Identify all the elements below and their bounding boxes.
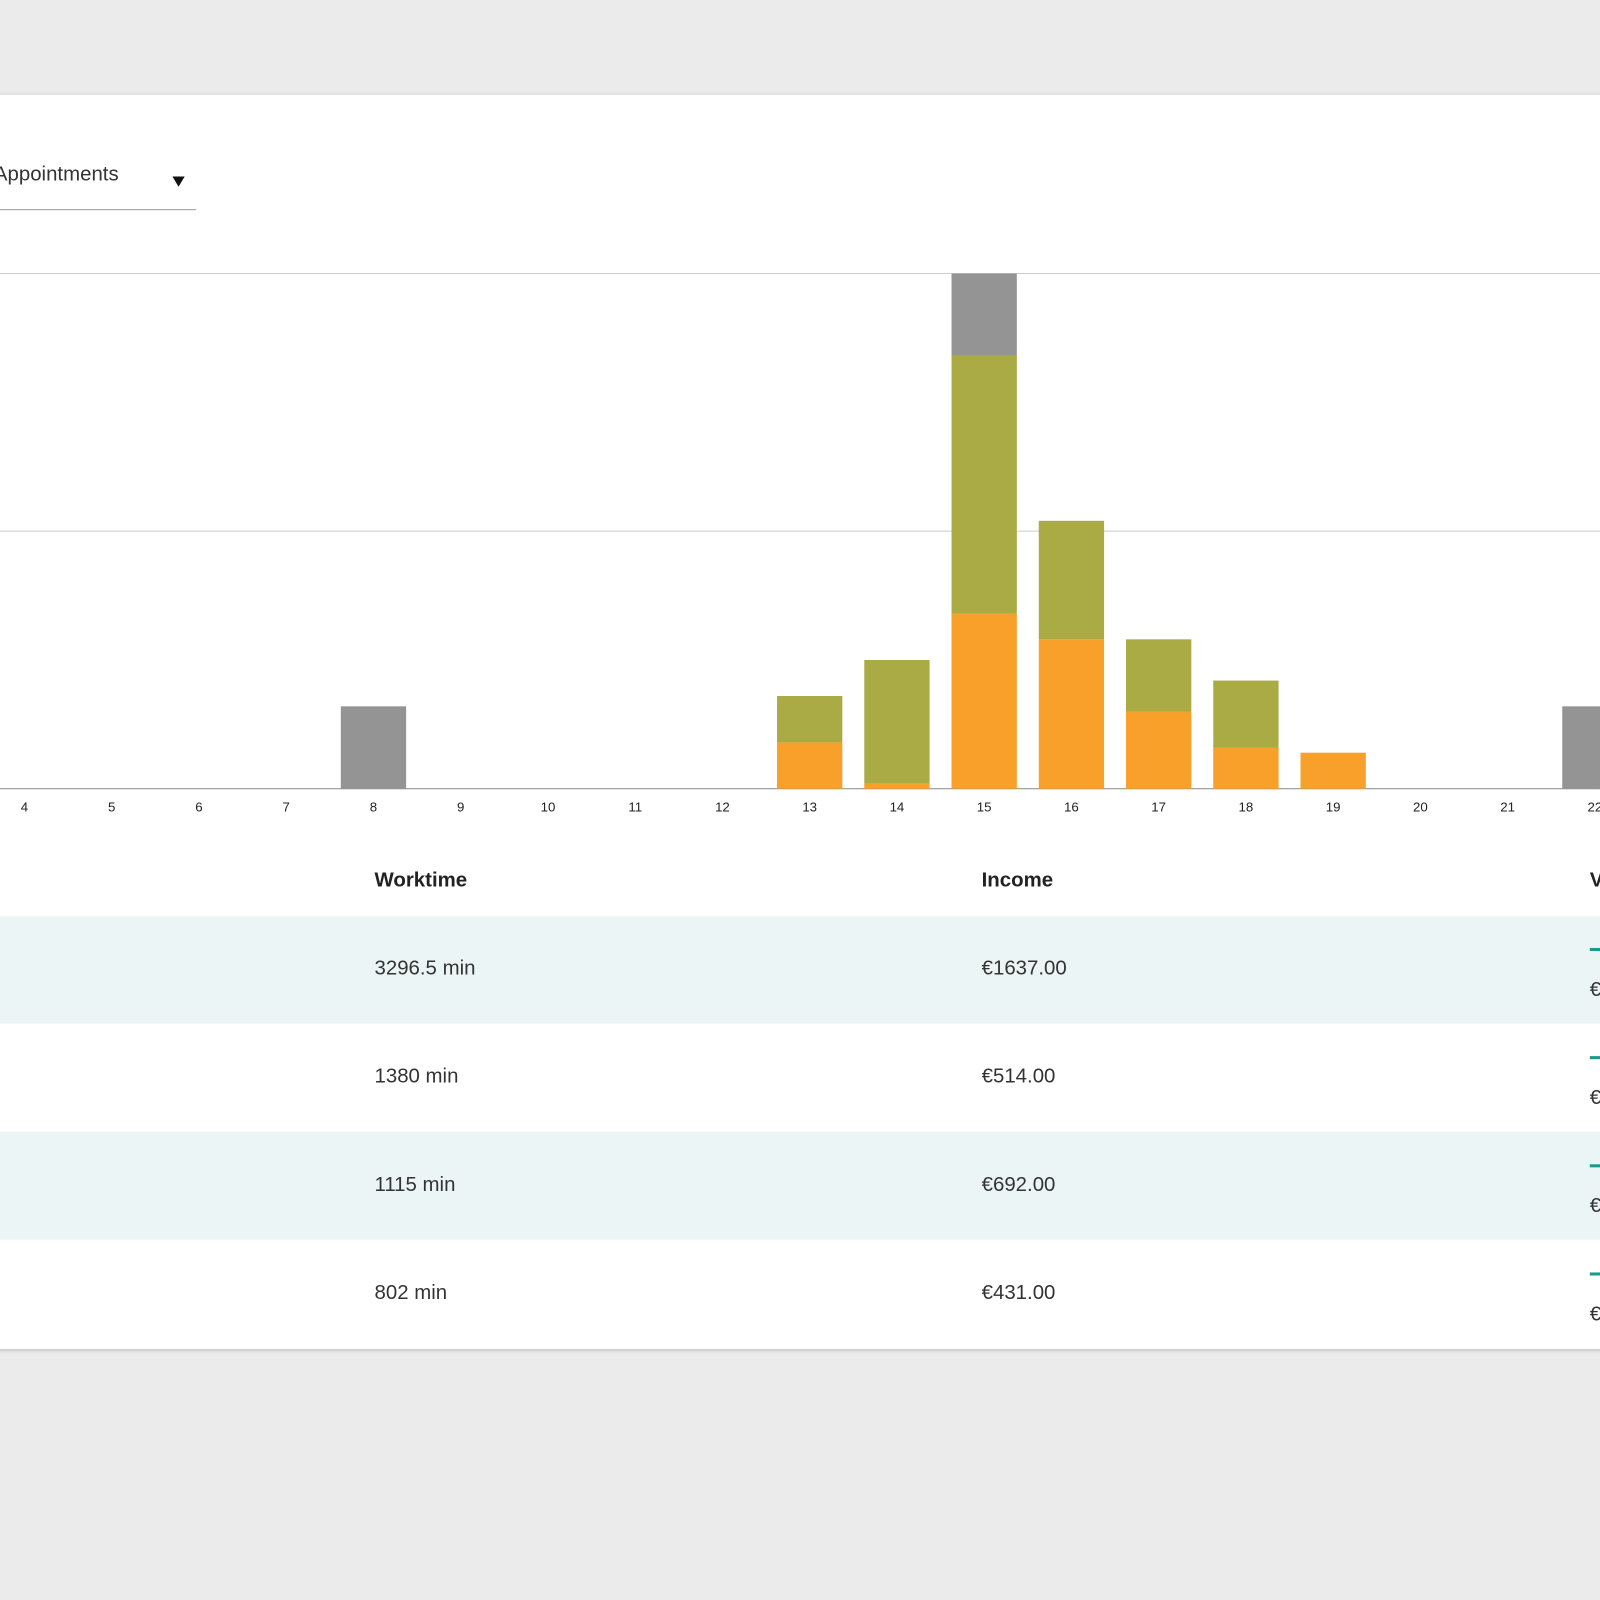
bar-segment: [1038, 520, 1105, 640]
x-tick-label: 15: [977, 800, 992, 815]
table-row: 3296.5 min €1637.00 €: [0, 916, 1600, 1025]
x-tick-label: 14: [890, 800, 905, 815]
dropdown-underline: [0, 209, 196, 211]
bar-segment: [1038, 639, 1105, 789]
cell: €: [1590, 979, 1600, 1002]
cell: €: [1590, 1195, 1600, 1218]
x-tick-label: 17: [1151, 800, 1166, 815]
bar-segment: [864, 659, 930, 784]
dropdown[interactable]: Appointments: [0, 163, 119, 186]
bar-segment: [1562, 706, 1600, 789]
status-dash: [1589, 1056, 1600, 1060]
bar-segment: [777, 742, 843, 789]
cell: €692.00: [981, 1173, 1056, 1196]
bar-segment: [1126, 639, 1192, 712]
column-header[interactable]: V: [1590, 869, 1600, 892]
x-tick-label: 4: [21, 800, 28, 815]
x-tick-label: 21: [1500, 800, 1515, 815]
cell: 1115 min: [374, 1173, 456, 1196]
x-tick-label: 19: [1326, 800, 1341, 815]
x-tick-label: 13: [802, 800, 817, 815]
x-tick-label: 22: [1588, 800, 1600, 815]
x-tick-label: 10: [541, 800, 556, 815]
x-tick-label: 5: [108, 800, 115, 815]
cell: €: [1590, 1303, 1600, 1326]
x-tick-label: 11: [628, 800, 642, 815]
bar-segment: [340, 706, 407, 789]
cell: 802 min: [374, 1281, 448, 1305]
bar-segment: [951, 613, 1017, 789]
bar-segment: [864, 783, 930, 789]
x-tick-label: 9: [457, 800, 464, 815]
cell: 1380 min: [374, 1065, 459, 1088]
status-dash: [1589, 1164, 1600, 1168]
chart: 4 5 6 7 8 9 10 11 12 13 14 15 16 17 18 19 20 21 22: [0, 272, 1600, 815]
bar-segment: [1300, 752, 1366, 789]
cell: €431.00: [981, 1281, 1056, 1305]
column-header[interactable]: Income: [981, 869, 1054, 892]
cell: €1637.00: [981, 957, 1067, 980]
bar-segment: [951, 355, 1017, 614]
status-dash: [1589, 1272, 1600, 1276]
cell: 3296.5 min: [374, 957, 476, 980]
x-tick-label: 7: [283, 800, 290, 815]
bar-segment: [951, 273, 1017, 356]
bar-segment: [1213, 680, 1279, 748]
x-tick-label: 8: [370, 800, 377, 815]
x-tick-label: 18: [1239, 800, 1254, 815]
bar-segment: [1213, 747, 1279, 789]
bar-segment: [1126, 711, 1192, 789]
column-header[interactable]: Worktime: [374, 869, 468, 892]
x-tick-label: 16: [1064, 800, 1079, 815]
x-tick-label: 6: [195, 800, 202, 815]
table-row: 1380 min €514.00 €: [0, 1023, 1600, 1132]
x-tick-label: 12: [715, 800, 730, 815]
cell: €: [1590, 1087, 1600, 1110]
x-tick-label: 20: [1413, 800, 1428, 815]
table-row: 1115 min €692.00 €: [0, 1131, 1600, 1240]
table-row: 802 min €431.00 €: [0, 1239, 1600, 1349]
status-dash: [1589, 947, 1600, 952]
bar-segment: [777, 696, 843, 743]
dropdown-arrow[interactable]: [171, 176, 185, 188]
cell: €514.00: [981, 1065, 1056, 1088]
